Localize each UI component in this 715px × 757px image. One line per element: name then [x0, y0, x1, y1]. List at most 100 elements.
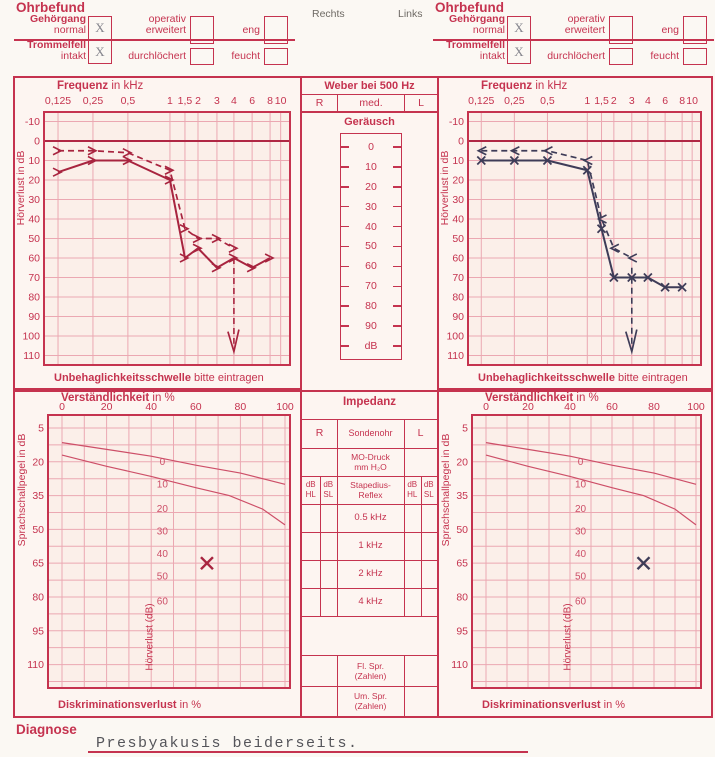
- stapedius-reflex-header: Stapedius- Reflex: [350, 480, 391, 500]
- svg-text:4: 4: [645, 95, 651, 107]
- svg-text:30: 30: [28, 194, 40, 206]
- svg-text:0,5: 0,5: [540, 95, 555, 107]
- weber-medial-cell: med.: [338, 95, 405, 111]
- svg-text:60: 60: [575, 596, 587, 607]
- ohrbefund-block-left-ear: Ohrbefund Gehörgang normal Trommelfell i…: [433, 0, 715, 68]
- svg-text:Sprachschallpegel in dB: Sprachschallpegel in dB: [440, 434, 452, 547]
- svg-text:Hörverlust in dB: Hörverlust in dB: [439, 151, 451, 226]
- svg-text:60: 60: [157, 596, 169, 607]
- checkbox-normal-intakt: X X: [507, 16, 531, 64]
- svg-text:50: 50: [32, 524, 44, 536]
- eng-label: eng: [242, 24, 260, 36]
- tick-mark: [341, 166, 349, 168]
- svg-text:0,25: 0,25: [504, 95, 525, 107]
- svg-text:Sprachschallpegel in dB: Sprachschallpegel in dB: [16, 434, 28, 547]
- speech-rechts-chart: Verständlichkeit in %0 20 40 60 80 1005203550…: [13, 390, 302, 718]
- trommelfell-label: Trommelfell: [446, 39, 505, 51]
- db-sl-header: dB SL: [323, 480, 334, 499]
- svg-text:Diskriminationsverlust in %: Diskriminationsverlust in %: [482, 699, 625, 711]
- middle-column: Weber bei 500 Hz R med. L Geräusch 0 10 20…: [302, 76, 437, 718]
- svg-text:0: 0: [578, 457, 584, 468]
- svg-text:0,125: 0,125: [468, 95, 494, 107]
- noise-scale-step: 40: [341, 217, 401, 237]
- weber-left-cell: L: [418, 97, 424, 109]
- svg-text:30: 30: [452, 194, 464, 206]
- noise-scale-value: dB: [364, 340, 378, 353]
- svg-text:0: 0: [458, 136, 464, 148]
- svg-text:Verständlichkeit in %: Verständlichkeit in %: [61, 392, 175, 404]
- impedance-col-left: L: [417, 427, 424, 439]
- svg-text:80: 80: [235, 401, 247, 413]
- svg-text:40: 40: [452, 214, 464, 226]
- svg-text:10: 10: [686, 95, 698, 107]
- svg-text:50: 50: [157, 572, 169, 583]
- speech-audiogram-left-ear: Verständlichkeit in % 0 20 40 60 80 100 5 20 35 50…: [437, 390, 713, 718]
- svg-text:10: 10: [452, 155, 464, 167]
- checkbox-feucht: [264, 48, 288, 65]
- checkbox-feucht: [683, 48, 707, 65]
- svg-text:20: 20: [28, 175, 40, 187]
- tick-mark: [393, 186, 401, 188]
- svg-text:40: 40: [157, 549, 169, 560]
- tick-mark: [393, 225, 401, 228]
- noise-scale-title: Geräusch: [344, 116, 395, 128]
- svg-text:20: 20: [452, 175, 464, 187]
- normal-label: normal: [472, 24, 505, 36]
- gehoergang-label: Gehörgang: [448, 13, 505, 25]
- tick-mark: [341, 325, 349, 327]
- svg-text:90: 90: [452, 311, 464, 323]
- checkbox-eng: [264, 16, 288, 44]
- svg-text:20: 20: [101, 401, 113, 413]
- reflex-frequency-row: 2 kHz: [358, 568, 383, 579]
- svg-text:100: 100: [687, 401, 705, 413]
- noise-scale-step: dB: [341, 336, 401, 356]
- svg-text:10: 10: [575, 479, 587, 490]
- normal-label: normal: [53, 24, 86, 36]
- noise-scale-step: 90: [341, 316, 401, 336]
- svg-text:Verständlichkeit in %: Verständlichkeit in %: [485, 392, 599, 404]
- svg-text:70: 70: [28, 272, 40, 284]
- noise-scale-step: 60: [341, 256, 401, 276]
- check-x-mark: X: [514, 20, 524, 35]
- svg-text:Unbehaglichkeitsschwelle bitte: Unbehaglichkeitsschwelle bitte eintragen: [478, 372, 688, 384]
- noise-scale-value: 50: [365, 240, 377, 253]
- noise-scale-step: 50: [341, 237, 401, 257]
- checkbox-durchloechert: [190, 48, 214, 65]
- svg-text:90: 90: [28, 311, 40, 323]
- noise-scale-value: 20: [365, 180, 377, 193]
- noise-scale-value: 0: [368, 140, 374, 153]
- checkbox-eng: [683, 16, 707, 44]
- svg-text:30: 30: [575, 527, 587, 538]
- svg-text:5: 5: [462, 423, 468, 435]
- tick-mark: [341, 225, 349, 228]
- rechts-column-label: Rechts: [312, 8, 345, 20]
- diagnose-label: Diagnose: [16, 722, 77, 737]
- svg-text:0: 0: [34, 136, 40, 148]
- checkbox-operativ-erweitert: [609, 16, 633, 44]
- noise-scale-value: 30: [365, 200, 377, 213]
- tick-mark: [341, 205, 349, 208]
- svg-text:60: 60: [606, 401, 618, 413]
- impedance-table: R Sondenohr L MO-Druck mm H₂O dB HL dB SL Stap…: [302, 419, 437, 717]
- svg-text:80: 80: [28, 292, 40, 304]
- svg-text:Hörverlust (dB): Hörverlust (dB): [563, 603, 574, 670]
- svg-text:-10: -10: [25, 116, 40, 128]
- noise-scale-step: 70: [341, 276, 401, 296]
- check-x-mark: X: [95, 20, 105, 35]
- weber-test-row: R med. L: [302, 95, 437, 113]
- speech-test-row: Um. Spr. (Zahlen): [353, 691, 388, 711]
- tick-mark: [393, 166, 401, 168]
- svg-text:1: 1: [584, 95, 590, 107]
- svg-text:30: 30: [157, 527, 169, 538]
- tick-mark: [393, 146, 401, 148]
- svg-text:10: 10: [28, 155, 40, 167]
- svg-text:0,5: 0,5: [121, 95, 136, 107]
- svg-text:20: 20: [32, 456, 44, 468]
- svg-text:20: 20: [575, 504, 587, 515]
- middle-ear-pressure-label: MO-Druck mm H₂O: [351, 452, 390, 472]
- svg-text:3: 3: [214, 95, 220, 107]
- db-hl-header: dB HL: [407, 480, 418, 499]
- svg-text:110: 110: [27, 659, 44, 671]
